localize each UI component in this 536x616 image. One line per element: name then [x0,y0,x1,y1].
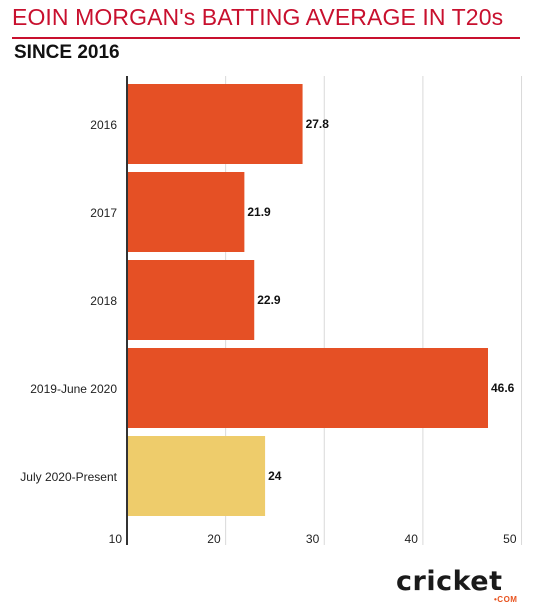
logo-wordmark: cricket [396,566,503,597]
bar-0 [127,84,303,164]
category-label-1: 2017 [90,206,117,220]
bar-3 [127,348,488,428]
bar-1 [127,172,245,252]
title-divider [12,37,520,39]
chart-subtitle: SINCE 2016 [14,42,120,63]
value-label-4: 24 [268,469,282,483]
category-label-3: 2019-June 2020 [30,382,117,396]
value-label-1: 21.9 [247,205,271,219]
x-tick-label-10: 10 [109,532,123,546]
x-tick-label-40: 40 [405,532,419,546]
logo-suffix: •COM [494,595,518,604]
value-label-2: 22.9 [257,293,281,307]
category-label-2: 2018 [90,294,117,308]
bar-4 [127,436,266,516]
x-tick-label-30: 30 [306,532,320,546]
value-label-0: 27.8 [306,117,330,131]
x-tick-label-20: 20 [207,532,221,546]
x-tick-label-50: 50 [503,532,517,546]
category-label-0: 2016 [90,118,117,132]
category-label-4: July 2020-Present [20,470,117,484]
value-label-3: 46.6 [491,381,515,395]
cricket-com-logo: cricket •COM [396,566,517,606]
bar-2 [127,260,255,340]
chart-title: EOIN MORGAN's BATTING AVERAGE IN T20s [12,4,504,30]
